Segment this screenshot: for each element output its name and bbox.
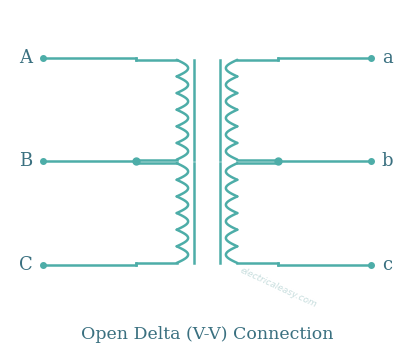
Text: b: b: [381, 152, 392, 171]
Text: B: B: [19, 152, 32, 171]
Text: C: C: [19, 256, 32, 274]
Text: electricaleasy.com: electricaleasy.com: [238, 266, 317, 310]
Text: A: A: [19, 49, 32, 67]
Text: Open Delta (V-V) Connection: Open Delta (V-V) Connection: [81, 326, 332, 343]
Text: a: a: [381, 49, 392, 67]
Text: c: c: [381, 256, 391, 274]
